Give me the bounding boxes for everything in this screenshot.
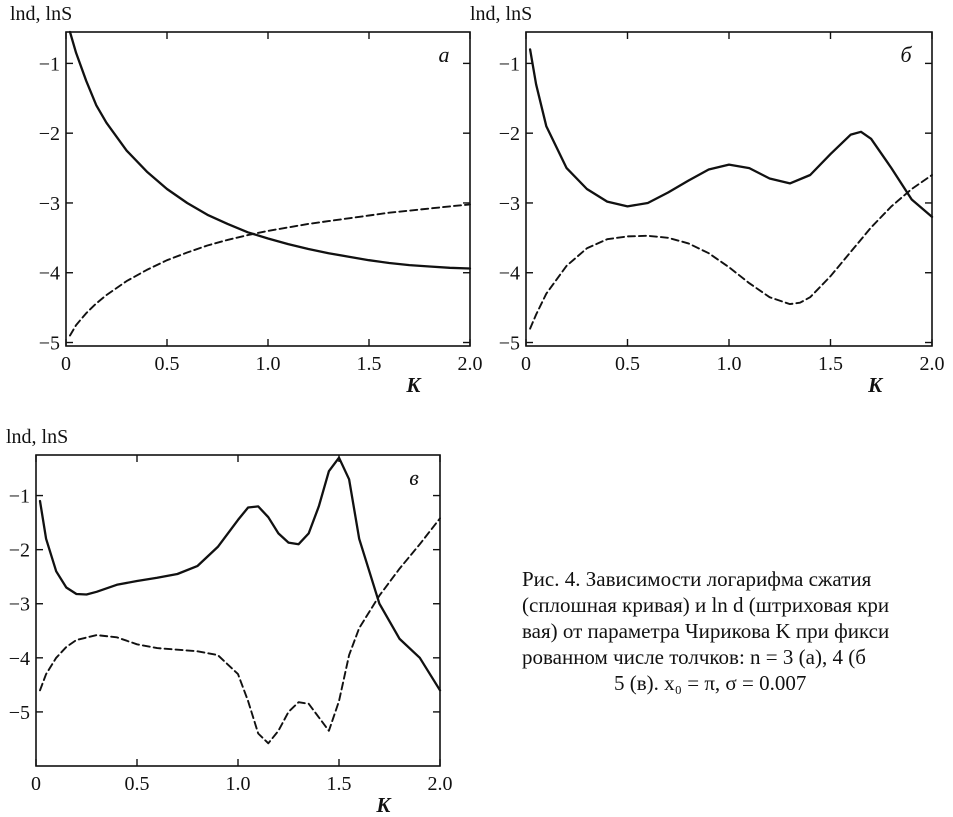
y-tick-label: −2 xyxy=(39,123,60,145)
caption-line-2: (сплошная кривая) и ln d (штриховая кри xyxy=(522,593,890,617)
panel-b: 0 0.5 1.0 1.5 2.0 −1 −2 −3 −4 −5 lnd, lnS Kб xyxy=(470,3,945,397)
x-tick-label: 1.5 xyxy=(327,773,352,795)
caption-line-3: вая) от параметра Чирикова K при фикси xyxy=(522,619,890,643)
panel-label: б xyxy=(900,42,912,67)
y-axis-label: lnd, lnS xyxy=(10,3,72,25)
figure-caption: Рис. 4. Зависимости логарифма сжатия (сп… xyxy=(522,566,953,696)
x-axis-label: K xyxy=(405,373,422,397)
y-tick-label: −1 xyxy=(9,486,30,508)
panel-label: а xyxy=(439,42,450,67)
x-tick-label: 0 xyxy=(521,353,531,375)
y-tick-label: −5 xyxy=(39,333,60,355)
y-tick-label: −3 xyxy=(9,594,30,616)
panel-a: 0 0.5 1.0 1.5 2.0 −1 −2 −3 −4 −5 lnd, lnS Kа xyxy=(10,3,483,397)
y-tick-label: −4 xyxy=(499,263,520,285)
x-tick-label: 0.5 xyxy=(155,353,180,375)
x-axis-label: K xyxy=(867,373,884,397)
y-tick-label: −4 xyxy=(9,648,30,670)
y-tick-label: −1 xyxy=(39,53,60,75)
caption-line-5: 5 (в). x₀ = π, σ = 0.007 xyxy=(614,671,807,695)
x-tick-label: 0 xyxy=(31,773,41,795)
y-tick-label: −5 xyxy=(9,702,30,724)
y-tick-label: −2 xyxy=(499,123,520,145)
y-tick-label: −5 xyxy=(499,333,520,355)
x-tick-label: 2.0 xyxy=(458,353,483,375)
y-axis-label: lnd, lnS xyxy=(6,426,68,448)
x-tick-label: 0.5 xyxy=(615,353,640,375)
x-tick-label: 1.0 xyxy=(717,353,742,375)
y-axis-label: lnd, lnS xyxy=(470,3,532,25)
y-tick-label: −1 xyxy=(499,53,520,75)
x-tick-label: 2.0 xyxy=(428,773,453,795)
y-tick-label: −2 xyxy=(9,540,30,562)
x-tick-label: 0 xyxy=(61,353,71,375)
x-tick-label: 1.0 xyxy=(226,773,251,795)
y-tick-label: −3 xyxy=(39,193,60,215)
caption-line-1: Рис. 4. Зависимости логарифма сжатия xyxy=(522,567,872,591)
caption-line-4: рованном числе толчков: n = 3 (а), 4 (б xyxy=(522,645,866,669)
panel-c: 0 0.5 1.0 1.5 2.0 −1 −2 −3 −4 −5 lnd, lnS Kв xyxy=(6,426,453,817)
solid-curve-lnS xyxy=(528,48,934,219)
x-tick-label: 1.5 xyxy=(818,353,843,375)
x-axis-label: K xyxy=(375,793,392,817)
x-tick-label: 0.5 xyxy=(125,773,150,795)
y-tick-label: −3 xyxy=(499,193,520,215)
solid-curve-lnS xyxy=(68,30,472,270)
solid-curve-lnS xyxy=(38,456,442,692)
plot-frame xyxy=(35,454,441,767)
x-tick-label: 1.5 xyxy=(357,353,382,375)
dashed-curve-lnd xyxy=(39,517,441,745)
plot-frame xyxy=(65,31,471,347)
x-tick-label: 1.0 xyxy=(256,353,281,375)
dashed-curve-lnd xyxy=(529,174,933,330)
panel-label: в xyxy=(409,465,419,490)
y-tick-label: −4 xyxy=(39,263,60,285)
x-tick-label: 2.0 xyxy=(920,353,945,375)
dashed-curve-lnd xyxy=(69,203,471,337)
